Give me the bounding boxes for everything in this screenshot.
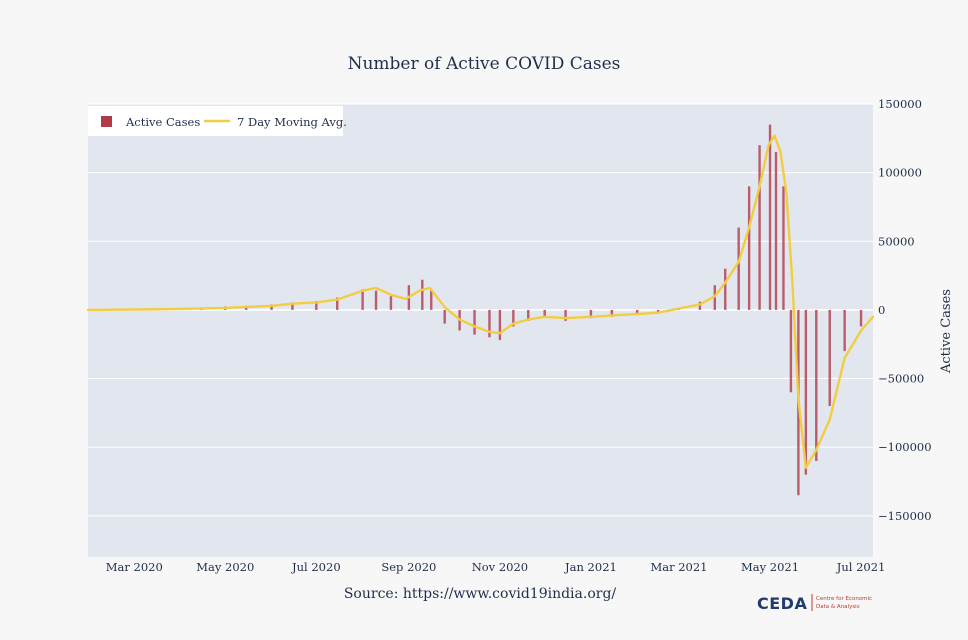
bar	[724, 268, 727, 310]
legend-swatch-active-cases	[101, 116, 112, 127]
x-tick-label: Mar 2021	[650, 560, 707, 574]
bar	[543, 309, 546, 317]
legend-label-active-cases: Active Cases	[125, 115, 200, 129]
bar	[768, 124, 772, 310]
bar	[564, 309, 567, 321]
y-tick-label: 50000	[878, 234, 915, 248]
moving-average-line	[86, 134, 875, 469]
source-text: Source: https://www.covid19india.org/	[344, 586, 617, 602]
y-tick-label: −100000	[878, 440, 932, 454]
logo-word: CEDA	[757, 594, 807, 613]
logo-tagline-1: Centre for Economic	[816, 596, 872, 602]
x-tick-label: Jul 2020	[291, 560, 341, 574]
x-tick-label: May 2020	[196, 560, 254, 574]
y-tick-label: −150000	[878, 509, 932, 523]
legend: Active Cases 7 Day Moving Avg.	[88, 106, 347, 136]
bar	[859, 309, 863, 327]
bar	[636, 309, 639, 315]
bar	[336, 297, 339, 310]
bar	[421, 279, 424, 310]
bar	[270, 304, 273, 310]
logo-tagline-2: Data & Analysis	[816, 604, 860, 610]
y-tick-label: 150000	[878, 97, 922, 111]
bar	[789, 309, 793, 393]
x-tick-label: Nov 2020	[472, 560, 528, 574]
y-tick-label: −50000	[878, 372, 924, 386]
x-tick-label: May 2021	[741, 560, 799, 574]
plot-background	[88, 104, 873, 557]
bar	[843, 309, 846, 352]
grid	[88, 103, 873, 517]
bar	[430, 289, 433, 310]
y-tick-labels: 150000 100000 50000 0 −50000 −100000 −150000	[878, 97, 932, 523]
x-tick-label: Sep 2020	[381, 560, 436, 574]
bar	[589, 309, 593, 319]
bar	[747, 186, 751, 310]
y-axis-title: Active Cases	[939, 289, 954, 374]
bar	[512, 309, 515, 327]
bar	[774, 152, 778, 310]
bar	[473, 309, 476, 335]
bar	[488, 309, 491, 338]
moving-average-path	[86, 134, 875, 469]
bar	[361, 289, 364, 310]
x-tick-label: Mar 2020	[106, 560, 163, 574]
bar	[498, 309, 502, 341]
bar	[737, 227, 740, 310]
bar	[374, 290, 378, 310]
bar	[389, 296, 393, 310]
bar	[443, 309, 446, 324]
x-tick-label: Jan 2021	[564, 560, 617, 574]
bar	[656, 309, 660, 313]
bar	[782, 186, 785, 310]
bar	[527, 309, 530, 321]
bar	[758, 145, 761, 310]
bar	[698, 301, 702, 310]
x-tick-label: Jul 2021	[836, 560, 886, 574]
bar	[815, 309, 818, 461]
x-tick-labels: Mar 2020 May 2020 Jul 2020 Sep 2020 Nov 2020…	[106, 560, 886, 574]
bar	[291, 302, 294, 310]
bar	[828, 309, 831, 406]
legend-label-moving-avg: 7 Day Moving Avg.	[237, 115, 347, 129]
bar	[610, 309, 614, 317]
bar	[315, 300, 318, 310]
bar	[804, 309, 808, 475]
chart-title: Number of Active COVID Cases	[348, 54, 621, 74]
y-tick-label: 0	[878, 303, 885, 317]
y-tick-label: 100000	[878, 166, 922, 180]
ceda-logo: CEDA Centre for Economic Data & Analysis	[757, 594, 872, 613]
